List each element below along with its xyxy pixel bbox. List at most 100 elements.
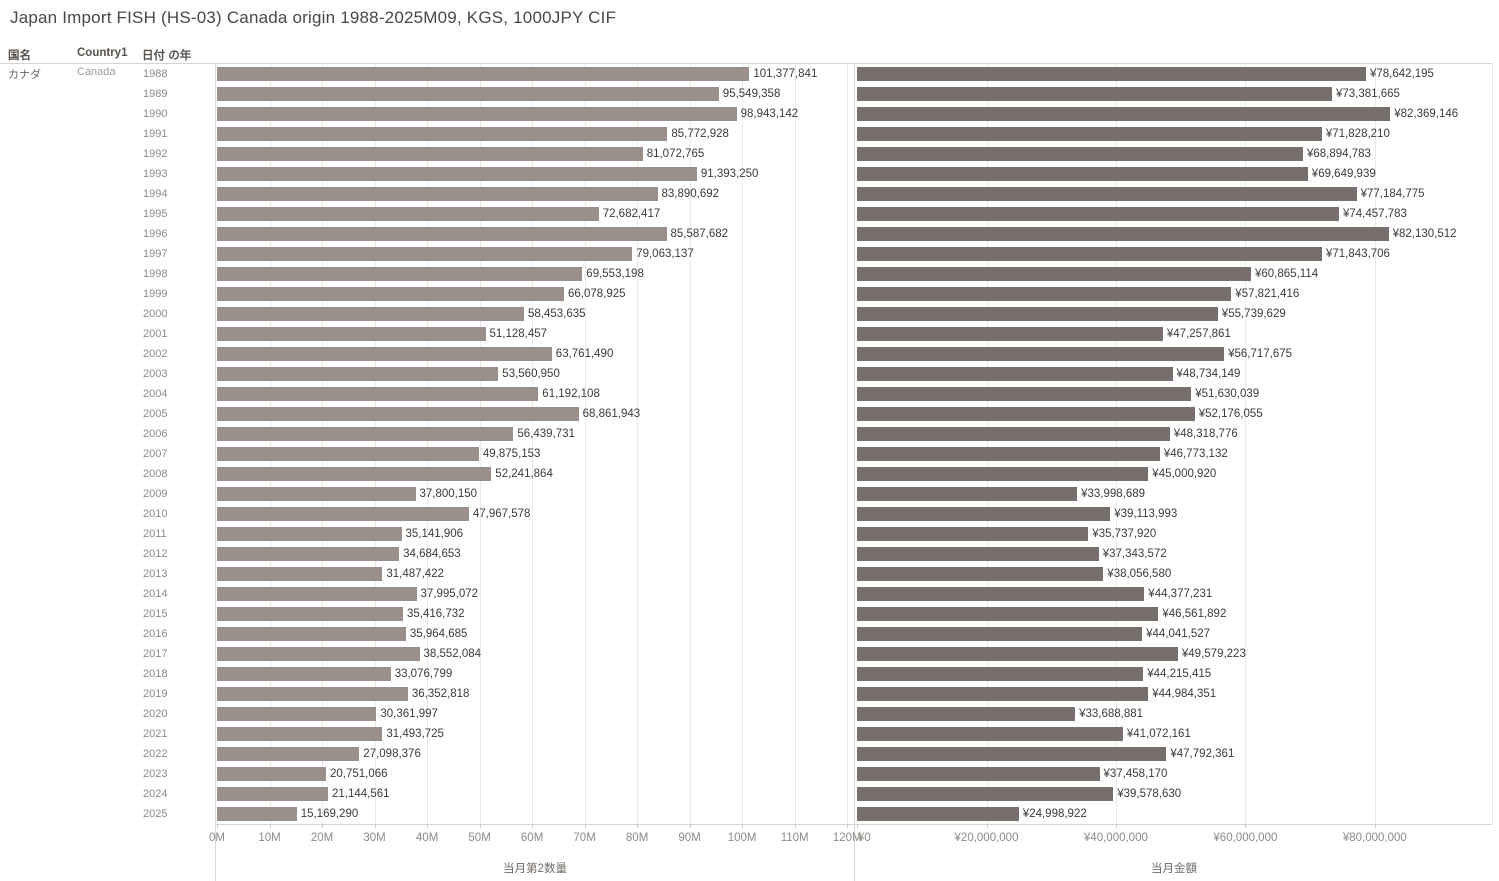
year-label[interactable]: 2006: [143, 428, 168, 440]
quantity-bar[interactable]: [217, 87, 719, 101]
year-label[interactable]: 2013: [143, 568, 168, 580]
quantity-bar[interactable]: [217, 727, 383, 741]
year-label[interactable]: 2010: [143, 508, 168, 520]
quantity-bar[interactable]: [217, 447, 479, 461]
amount-bar[interactable]: [857, 427, 1170, 441]
year-label[interactable]: 2022: [143, 748, 168, 760]
year-label[interactable]: 1988: [143, 68, 168, 80]
quantity-bar[interactable]: [217, 807, 297, 821]
amount-bar[interactable]: [857, 227, 1389, 241]
quantity-bar[interactable]: [217, 187, 658, 201]
year-label[interactable]: 2018: [143, 668, 168, 680]
year-label[interactable]: 1992: [143, 148, 168, 160]
year-label[interactable]: 2025: [143, 808, 168, 820]
year-label[interactable]: 2024: [143, 788, 168, 800]
amount-bar[interactable]: [857, 347, 1225, 361]
year-label[interactable]: 2021: [143, 728, 168, 740]
quantity-bar[interactable]: [217, 267, 583, 281]
quantity-bar[interactable]: [217, 707, 377, 721]
year-label[interactable]: 1997: [143, 248, 168, 260]
amount-bar[interactable]: [857, 647, 1178, 661]
year-label[interactable]: 2000: [143, 308, 168, 320]
amount-bar[interactable]: [857, 627, 1143, 641]
amount-bar[interactable]: [857, 487, 1078, 501]
amount-bar[interactable]: [857, 607, 1159, 621]
year-label[interactable]: 2014: [143, 588, 168, 600]
amount-bar[interactable]: [857, 187, 1357, 201]
quantity-bar[interactable]: [217, 367, 499, 381]
quantity-bar[interactable]: [217, 607, 403, 621]
year-label[interactable]: 2003: [143, 368, 168, 380]
column-header-year[interactable]: 日付 の年: [142, 50, 192, 62]
year-label[interactable]: 2004: [143, 388, 168, 400]
year-label[interactable]: 1995: [143, 208, 168, 220]
amount-bar[interactable]: [857, 547, 1099, 561]
quantity-bar[interactable]: [217, 767, 326, 781]
amount-bar[interactable]: [857, 727, 1123, 741]
year-label[interactable]: 1994: [143, 188, 168, 200]
quantity-bar[interactable]: [217, 307, 524, 321]
quantity-bar[interactable]: [217, 387, 539, 401]
amount-bar[interactable]: [857, 447, 1160, 461]
amount-bar[interactable]: [857, 367, 1173, 381]
amount-bar[interactable]: [857, 507, 1111, 521]
quantity-bar[interactable]: [217, 567, 383, 581]
quantity-bar[interactable]: [217, 407, 579, 421]
quantity-bar[interactable]: [217, 167, 697, 181]
amount-bar[interactable]: [857, 267, 1251, 281]
year-label[interactable]: 2023: [143, 768, 168, 780]
amount-bar[interactable]: [857, 327, 1163, 341]
column-header-country-jp[interactable]: 国名: [8, 50, 31, 62]
quantity-bar[interactable]: [217, 487, 416, 501]
amount-bar[interactable]: [857, 87, 1332, 101]
amount-bar[interactable]: [857, 667, 1144, 681]
year-label[interactable]: 2008: [143, 468, 168, 480]
quantity-bar[interactable]: [217, 527, 402, 541]
year-label[interactable]: 1996: [143, 228, 168, 240]
amount-bar[interactable]: [857, 747, 1167, 761]
amount-bar[interactable]: [857, 407, 1195, 421]
quantity-bar[interactable]: [217, 347, 552, 361]
year-label[interactable]: 1993: [143, 168, 168, 180]
amount-bar[interactable]: [857, 687, 1149, 701]
year-label[interactable]: 2009: [143, 488, 168, 500]
year-label[interactable]: 2005: [143, 408, 168, 420]
quantity-bar[interactable]: [217, 67, 750, 81]
quantity-bar[interactable]: [217, 747, 360, 761]
quantity-bar[interactable]: [217, 667, 391, 681]
quantity-bar[interactable]: [217, 427, 514, 441]
year-label[interactable]: 2019: [143, 688, 168, 700]
amount-bar[interactable]: [857, 767, 1100, 781]
amount-bar[interactable]: [857, 307, 1218, 321]
amount-bar[interactable]: [857, 527, 1089, 541]
amount-bar[interactable]: [857, 467, 1149, 481]
amount-bar[interactable]: [857, 247, 1322, 261]
quantity-bar[interactable]: [217, 107, 737, 121]
quantity-bar[interactable]: [217, 647, 420, 661]
amount-bar[interactable]: [857, 387, 1192, 401]
amount-bar[interactable]: [857, 567, 1104, 581]
year-label[interactable]: 2007: [143, 448, 168, 460]
quantity-bar[interactable]: [217, 227, 667, 241]
row-header-country-en[interactable]: Canada: [77, 66, 116, 78]
year-label[interactable]: 1998: [143, 268, 168, 280]
year-label[interactable]: 1989: [143, 88, 168, 100]
amount-bar[interactable]: [857, 67, 1366, 81]
quantity-bar[interactable]: [217, 287, 564, 301]
quantity-bar[interactable]: [217, 207, 599, 221]
year-label[interactable]: 2017: [143, 648, 168, 660]
year-label[interactable]: 2020: [143, 708, 168, 720]
quantity-bar[interactable]: [217, 467, 492, 481]
column-header-country-en[interactable]: Country1: [77, 47, 128, 59]
amount-bar[interactable]: [857, 167, 1308, 181]
quantity-bar[interactable]: [217, 687, 408, 701]
amount-bar[interactable]: [857, 287, 1232, 301]
year-label[interactable]: 1991: [143, 128, 168, 140]
quantity-bar[interactable]: [217, 127, 668, 141]
quantity-bar[interactable]: [217, 627, 406, 641]
quantity-bar[interactable]: [217, 327, 486, 341]
amount-bar[interactable]: [857, 107, 1391, 121]
year-label[interactable]: 2016: [143, 628, 168, 640]
amount-bar[interactable]: [857, 707, 1076, 721]
year-label[interactable]: 2002: [143, 348, 168, 360]
